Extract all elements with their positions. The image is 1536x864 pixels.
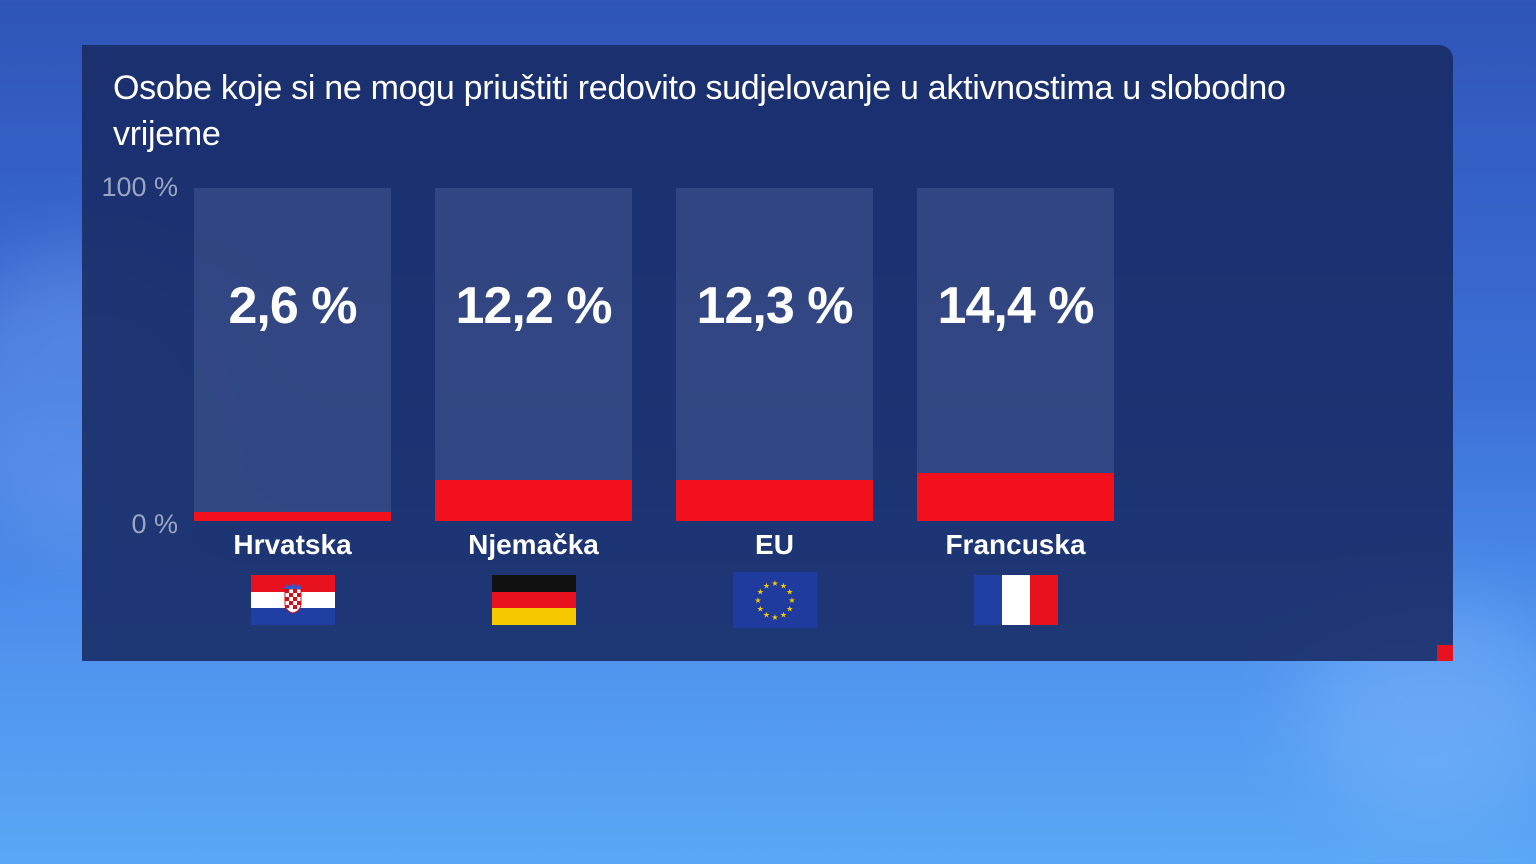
svg-text:★: ★ xyxy=(771,613,778,622)
svg-text:★: ★ xyxy=(788,596,795,605)
data-label-francuska: 14,4 % xyxy=(937,277,1095,335)
data-label-eu: 12,3 % xyxy=(696,277,854,335)
bar-eu xyxy=(676,480,873,521)
svg-text:★: ★ xyxy=(762,581,769,590)
france-flag xyxy=(973,575,1058,625)
x-tick-label-francuska: Francuska xyxy=(945,529,1086,560)
eu-flag: ★ ★ ★ ★ ★ ★ ★ ★ ★ ★ ★ ★ xyxy=(732,572,817,628)
svg-text:★: ★ xyxy=(762,611,769,620)
x-tick-label-eu: EU xyxy=(755,529,794,560)
svg-text:★: ★ xyxy=(771,579,778,588)
svg-text:★: ★ xyxy=(786,605,793,614)
y-tick-max: 100 % xyxy=(101,172,178,202)
svg-text:★: ★ xyxy=(756,605,763,614)
svg-text:★: ★ xyxy=(756,588,763,597)
chart-panel: Osobe koje si ne mogu priuštiti redovito… xyxy=(82,45,1453,661)
bar-track-eu: 12,3 % xyxy=(676,188,873,521)
svg-text:★: ★ xyxy=(786,588,793,597)
x-tick-label-hrvatska: Hrvatska xyxy=(233,529,352,560)
x-tick-label-njemačka: Njemačka xyxy=(468,529,599,560)
y-tick-min: 0 % xyxy=(131,509,178,539)
croatia-flag xyxy=(250,575,335,625)
bar-track-francuska: 14,4 % xyxy=(917,188,1114,521)
germany-flag xyxy=(491,575,576,625)
bar-njemačka xyxy=(435,480,632,521)
svg-text:★: ★ xyxy=(779,611,786,620)
bar-track-njemačka: 12,2 % xyxy=(435,188,632,521)
bar-hrvatska xyxy=(194,512,391,521)
data-label-hrvatska: 2,6 % xyxy=(228,277,358,335)
svg-text:★: ★ xyxy=(779,581,786,590)
corner-accent xyxy=(1437,645,1453,661)
bar-francuska xyxy=(917,473,1114,521)
svg-text:★: ★ xyxy=(754,596,761,605)
bar-chart: 100 % 0 % 2,6 % Hrvatska 12,2 % Njemačka 12,3 … xyxy=(82,45,1453,661)
bar-track-hrvatska: 2,6 % xyxy=(194,188,391,521)
data-label-njemačka: 12,2 % xyxy=(455,277,613,335)
chart-title: Osobe koje si ne mogu priuštiti redovito… xyxy=(113,69,1286,153)
